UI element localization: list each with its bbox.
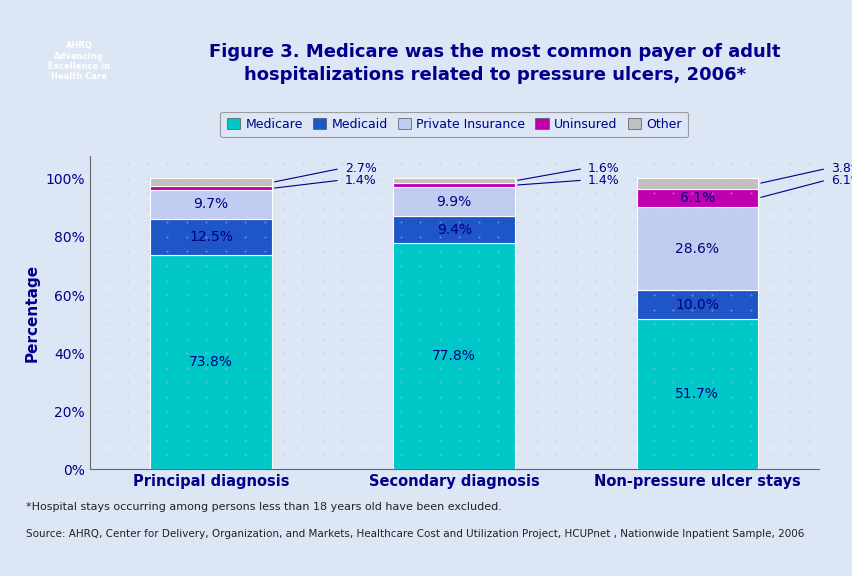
Bar — [636, 319, 757, 469]
Text: 6.1%: 6.1% — [830, 174, 852, 187]
Bar — [393, 216, 515, 243]
Text: 10.0%: 10.0% — [675, 298, 718, 312]
Bar — [393, 183, 515, 187]
Text: 1.4%: 1.4% — [587, 174, 619, 187]
Bar — [636, 190, 757, 207]
Bar — [636, 207, 757, 290]
Text: AHRQ
Advancing
Excellence in
Health Care: AHRQ Advancing Excellence in Health Care — [48, 41, 110, 81]
Text: *Hospital stays occurring among persons less than 18 years old have been exclude: *Hospital stays occurring among persons … — [26, 502, 501, 511]
Text: 6.1%: 6.1% — [679, 191, 714, 205]
Bar — [636, 178, 757, 190]
Text: 77.8%: 77.8% — [432, 350, 475, 363]
Bar — [150, 186, 272, 191]
Bar — [636, 290, 757, 319]
Bar — [150, 255, 272, 469]
Text: 9.9%: 9.9% — [436, 195, 471, 209]
Text: 9.7%: 9.7% — [193, 198, 228, 211]
Text: 2.7%: 2.7% — [344, 162, 377, 175]
Y-axis label: Percentage: Percentage — [25, 263, 39, 362]
Bar — [150, 191, 272, 219]
Text: 28.6%: 28.6% — [675, 241, 718, 256]
Bar — [150, 219, 272, 255]
Bar — [393, 243, 515, 469]
Text: Source: AHRQ, Center for Delivery, Organization, and Markets, Healthcare Cost an: Source: AHRQ, Center for Delivery, Organ… — [26, 529, 803, 539]
Text: 51.7%: 51.7% — [675, 387, 718, 401]
Bar — [393, 179, 515, 183]
Text: 1.4%: 1.4% — [344, 174, 376, 187]
Text: 1.6%: 1.6% — [587, 162, 619, 175]
Bar — [150, 179, 272, 186]
Text: 12.5%: 12.5% — [189, 230, 233, 244]
Text: 73.8%: 73.8% — [189, 355, 233, 369]
Bar — [393, 187, 515, 216]
Text: 9.4%: 9.4% — [436, 223, 471, 237]
Legend: Medicare, Medicaid, Private Insurance, Uninsured, Other: Medicare, Medicaid, Private Insurance, U… — [220, 112, 688, 137]
Text: Figure 3. Medicare was the most common payer of adult
hospitalizations related t: Figure 3. Medicare was the most common p… — [209, 43, 780, 84]
Text: 3.8%: 3.8% — [830, 162, 852, 175]
